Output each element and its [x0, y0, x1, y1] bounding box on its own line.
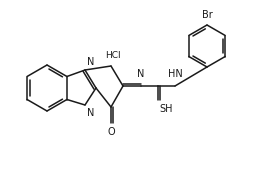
- Text: HN: HN: [168, 69, 182, 79]
- Text: N: N: [87, 108, 94, 118]
- Text: N: N: [87, 57, 94, 67]
- Text: N: N: [137, 69, 145, 79]
- Text: SH: SH: [159, 104, 173, 114]
- Text: O: O: [107, 127, 115, 137]
- Text: Br: Br: [202, 10, 212, 20]
- Text: HCl: HCl: [105, 51, 121, 60]
